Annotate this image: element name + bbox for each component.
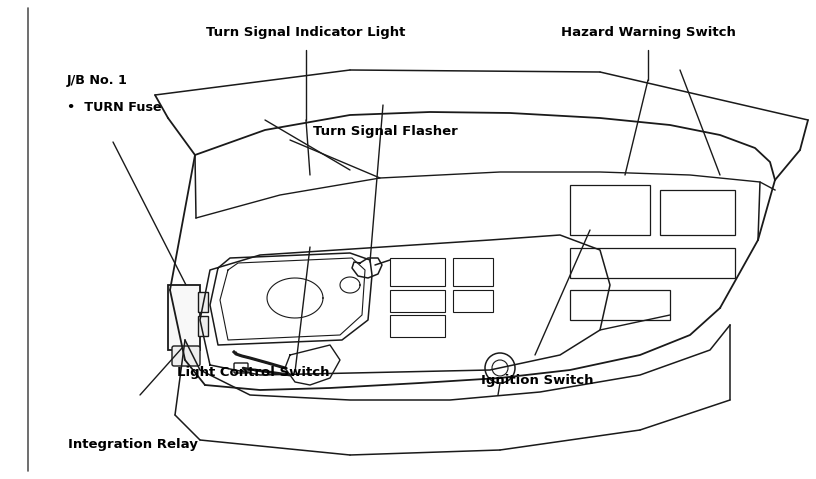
Bar — [390, 258, 445, 286]
Bar — [453, 258, 493, 286]
Text: Light Control Switch: Light Control Switch — [177, 366, 329, 379]
Text: Turn Signal Flasher: Turn Signal Flasher — [313, 125, 457, 137]
Bar — [570, 248, 735, 278]
Text: J/B No. 1: J/B No. 1 — [67, 74, 128, 87]
Text: Ignition Switch: Ignition Switch — [481, 374, 594, 387]
FancyBboxPatch shape — [172, 346, 200, 366]
Text: Turn Signal Indicator Light: Turn Signal Indicator Light — [206, 26, 406, 39]
Bar — [453, 290, 493, 312]
Text: Hazard Warning Switch: Hazard Warning Switch — [561, 26, 736, 39]
Bar — [660, 190, 735, 235]
Bar — [570, 290, 670, 320]
Bar — [198, 316, 208, 336]
Text: •  TURN Fuse: • TURN Fuse — [67, 101, 162, 114]
Bar — [570, 185, 650, 235]
Bar — [390, 315, 445, 337]
Bar — [168, 285, 200, 350]
Bar — [198, 292, 208, 312]
Bar — [390, 290, 445, 312]
Text: Integration Relay: Integration Relay — [68, 438, 197, 451]
